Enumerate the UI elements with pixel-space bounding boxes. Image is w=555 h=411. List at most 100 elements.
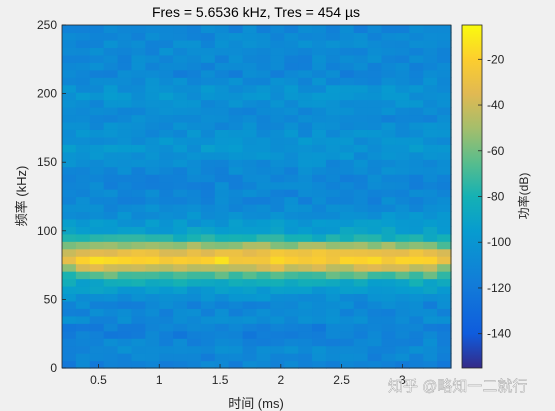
heatmap-cell <box>256 330 271 339</box>
heatmap-cell <box>395 144 410 153</box>
plot-frame <box>61 24 452 369</box>
heatmap-cell <box>173 54 188 63</box>
x-tick-label: 0.5 <box>90 373 107 387</box>
heatmap-cell <box>173 25 188 34</box>
heatmap-cell <box>256 121 271 130</box>
heatmap-cell <box>145 62 160 71</box>
heatmap-cell <box>312 54 327 63</box>
heatmap-cell <box>75 151 91 160</box>
heatmap-cell <box>75 211 91 220</box>
heatmap-cell <box>187 300 202 309</box>
heatmap-cell <box>298 263 313 272</box>
heatmap-cell <box>325 69 341 78</box>
heatmap-cell <box>339 174 355 183</box>
heatmap-cell <box>423 25 438 34</box>
heatmap-cell <box>339 129 355 138</box>
heatmap-cell <box>159 300 174 309</box>
heatmap-cell <box>89 77 105 86</box>
heatmap-cell <box>256 271 271 280</box>
heatmap-cell <box>117 92 133 101</box>
heatmap-cell <box>284 189 299 198</box>
colorbar-tick-label: -20 <box>487 52 505 66</box>
heatmap-cell <box>159 181 174 190</box>
heatmap-cell <box>131 278 146 287</box>
heatmap-cell <box>242 39 258 48</box>
heatmap-cell <box>173 174 188 183</box>
heatmap-cell <box>214 54 230 63</box>
heatmap-cell <box>89 211 105 220</box>
heatmap-cell <box>242 233 258 242</box>
heatmap-cell <box>381 189 397 198</box>
heatmap-cell <box>62 211 77 220</box>
heatmap-cell <box>103 151 119 160</box>
heatmap-cell <box>339 241 355 250</box>
heatmap-cell <box>423 166 438 175</box>
heatmap-cell <box>312 159 327 168</box>
heatmap-cell <box>214 338 230 347</box>
heatmap-cell <box>395 263 410 272</box>
heatmap-cell <box>103 256 119 265</box>
heatmap-cell <box>367 308 383 317</box>
heatmap-cell <box>103 39 119 48</box>
heatmap-cell <box>228 345 244 354</box>
heatmap-cell <box>228 293 244 302</box>
heatmap-cell <box>409 32 424 41</box>
heatmap-cell <box>423 271 438 280</box>
heatmap-cell <box>284 181 299 190</box>
heatmap-cell <box>117 211 133 220</box>
heatmap-cell <box>242 114 258 123</box>
heatmap-cell <box>409 338 424 347</box>
heatmap-cell <box>159 330 174 339</box>
heatmap-cell <box>131 62 146 71</box>
heatmap-cell <box>312 129 327 138</box>
heatmap-cell <box>423 241 438 250</box>
heatmap-cell <box>367 248 383 257</box>
heatmap-cell <box>187 263 202 272</box>
heatmap-cell <box>284 25 299 34</box>
heatmap-cell <box>228 144 244 153</box>
heatmap-cell <box>325 54 341 63</box>
heatmap-cell <box>145 360 160 369</box>
heatmap-cell <box>312 151 327 160</box>
heatmap-cell <box>339 92 355 101</box>
heatmap-cell <box>312 241 327 250</box>
heatmap-cell <box>298 353 313 362</box>
heatmap-cell <box>173 77 188 86</box>
heatmap-cell <box>103 203 119 213</box>
heatmap-cell <box>409 84 424 93</box>
heatmap-cell <box>200 54 216 63</box>
heatmap-cell <box>395 99 410 108</box>
heatmap-cell <box>325 315 341 324</box>
heatmap-cell <box>395 151 410 160</box>
heatmap-cell <box>200 218 216 227</box>
heatmap-cell <box>367 189 383 198</box>
heatmap-cell <box>117 315 133 324</box>
heatmap-cell <box>325 278 341 287</box>
heatmap-cell <box>145 92 160 101</box>
heatmap-cell <box>312 256 327 265</box>
heatmap-cell <box>256 32 271 41</box>
heatmap-cell <box>395 62 410 71</box>
heatmap-cell <box>423 248 438 257</box>
heatmap-cell <box>173 136 188 145</box>
heatmap-cell <box>173 129 188 138</box>
heatmap-cell <box>131 256 146 265</box>
heatmap-cell <box>187 360 202 369</box>
heatmap-cell <box>381 345 397 354</box>
heatmap-cell <box>228 62 244 71</box>
y-tick-label: 200 <box>37 87 57 101</box>
heatmap-cell <box>117 203 133 213</box>
heatmap-cell <box>423 323 438 332</box>
heatmap-cell <box>409 278 424 287</box>
heatmap-cell <box>117 189 133 198</box>
heatmap-cell <box>395 174 410 183</box>
heatmap-cell <box>62 285 77 295</box>
heatmap-cell <box>381 360 397 369</box>
heatmap-cell <box>200 144 216 153</box>
heatmap-cell <box>187 189 202 198</box>
heatmap-cell <box>159 136 174 145</box>
heatmap-cell <box>284 315 299 324</box>
heatmap-cell <box>312 345 327 354</box>
heatmap-cell <box>89 256 105 265</box>
heatmap-cell <box>284 226 299 235</box>
